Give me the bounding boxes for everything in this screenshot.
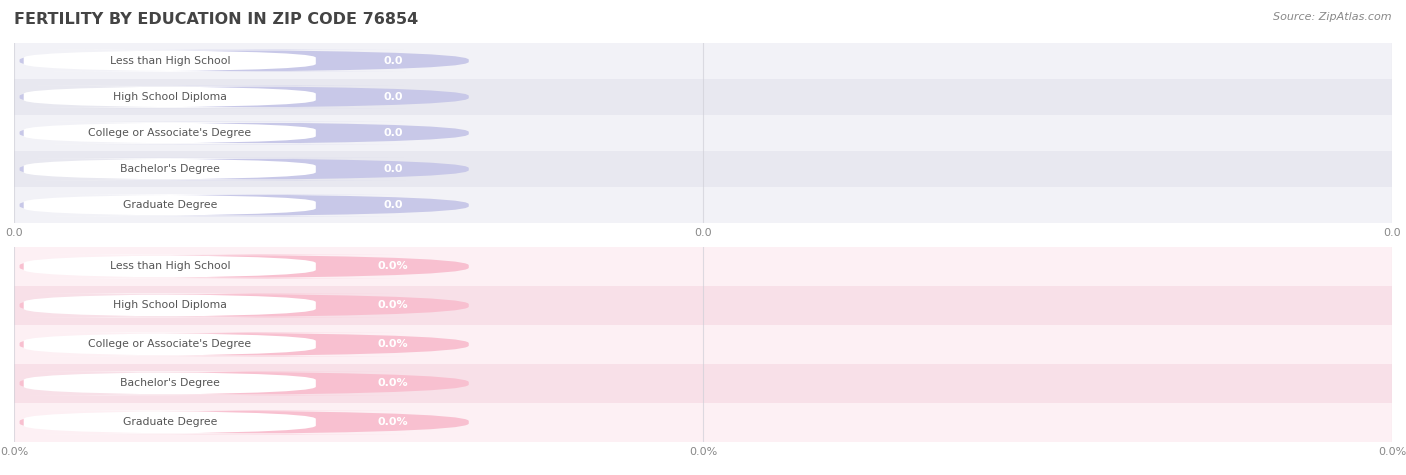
FancyBboxPatch shape: [20, 410, 468, 434]
Text: Less than High School: Less than High School: [110, 261, 231, 272]
Text: 0.0: 0.0: [384, 56, 402, 66]
FancyBboxPatch shape: [13, 410, 326, 434]
FancyBboxPatch shape: [20, 122, 468, 144]
FancyBboxPatch shape: [13, 332, 326, 356]
Bar: [14, 151, 1392, 187]
FancyBboxPatch shape: [20, 158, 468, 180]
FancyBboxPatch shape: [13, 371, 326, 395]
FancyBboxPatch shape: [20, 294, 468, 317]
Text: Bachelor's Degree: Bachelor's Degree: [120, 378, 219, 389]
FancyBboxPatch shape: [20, 255, 468, 278]
FancyBboxPatch shape: [13, 158, 326, 180]
FancyBboxPatch shape: [20, 194, 468, 217]
Text: Graduate Degree: Graduate Degree: [122, 417, 217, 428]
Bar: [14, 325, 1392, 364]
Bar: [14, 79, 1392, 115]
FancyBboxPatch shape: [13, 194, 326, 216]
Bar: [14, 286, 1392, 325]
FancyBboxPatch shape: [13, 255, 326, 278]
Text: 0.0%: 0.0%: [378, 417, 408, 428]
Text: 0.0%: 0.0%: [378, 339, 408, 350]
Text: High School Diploma: High School Diploma: [112, 92, 226, 102]
FancyBboxPatch shape: [13, 122, 326, 144]
Bar: [14, 403, 1392, 442]
Bar: [14, 247, 1392, 286]
FancyBboxPatch shape: [20, 332, 468, 356]
Text: 0.0: 0.0: [384, 164, 402, 174]
Text: Graduate Degree: Graduate Degree: [122, 200, 217, 210]
Text: College or Associate's Degree: College or Associate's Degree: [89, 339, 252, 350]
Text: 0.0%: 0.0%: [378, 378, 408, 389]
Text: High School Diploma: High School Diploma: [112, 300, 226, 311]
FancyBboxPatch shape: [13, 86, 326, 108]
FancyBboxPatch shape: [20, 86, 468, 108]
Text: 0.0%: 0.0%: [378, 300, 408, 311]
Text: 0.0: 0.0: [384, 92, 402, 102]
FancyBboxPatch shape: [13, 50, 326, 72]
Text: 0.0: 0.0: [384, 128, 402, 138]
Bar: [14, 43, 1392, 79]
Text: 0.0: 0.0: [384, 200, 402, 210]
Bar: [14, 115, 1392, 151]
Text: 0.0%: 0.0%: [378, 261, 408, 272]
FancyBboxPatch shape: [13, 294, 326, 317]
FancyBboxPatch shape: [20, 371, 468, 395]
Text: FERTILITY BY EDUCATION IN ZIP CODE 76854: FERTILITY BY EDUCATION IN ZIP CODE 76854: [14, 12, 419, 27]
Text: College or Associate's Degree: College or Associate's Degree: [89, 128, 252, 138]
Text: Bachelor's Degree: Bachelor's Degree: [120, 164, 219, 174]
Bar: [14, 187, 1392, 223]
Text: Less than High School: Less than High School: [110, 56, 231, 66]
Bar: [14, 364, 1392, 403]
Text: Source: ZipAtlas.com: Source: ZipAtlas.com: [1274, 12, 1392, 22]
FancyBboxPatch shape: [20, 49, 468, 72]
